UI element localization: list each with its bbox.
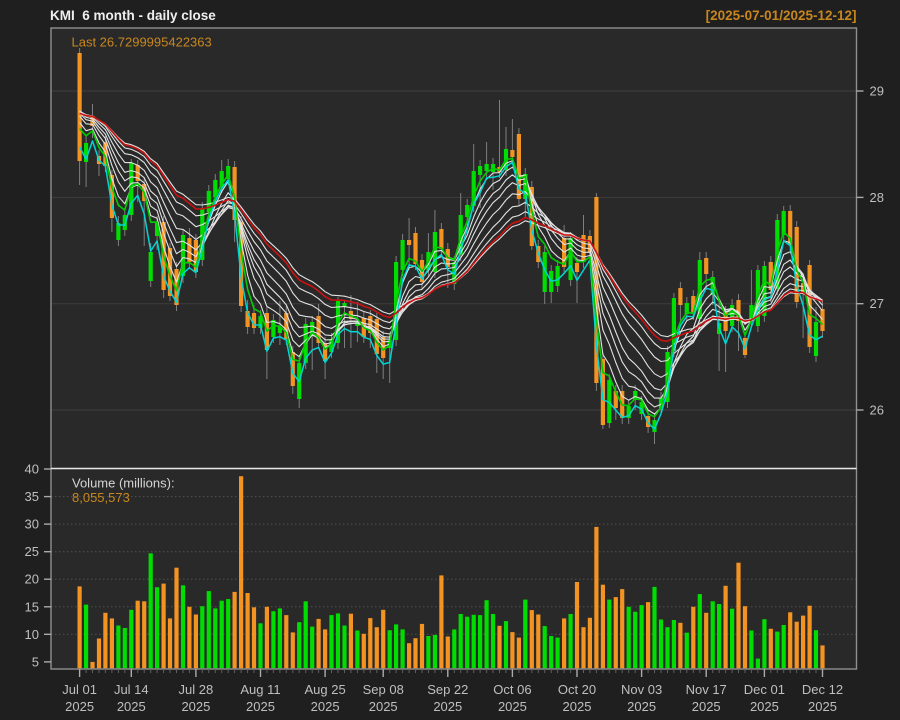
svg-text:Jul 14: Jul 14	[114, 682, 149, 697]
svg-text:Sep 08: Sep 08	[363, 682, 404, 697]
svg-text:2025: 2025	[433, 699, 462, 714]
svg-text:28: 28	[870, 190, 884, 205]
svg-text:Last 26.7299995422363: Last 26.7299995422363	[72, 35, 212, 50]
svg-text:Oct 20: Oct 20	[558, 682, 596, 697]
svg-text:Oct 06: Oct 06	[493, 682, 531, 697]
svg-text:2025: 2025	[181, 699, 210, 714]
svg-text:Dec 01: Dec 01	[744, 682, 785, 697]
svg-text:40: 40	[25, 462, 39, 477]
svg-text:35: 35	[25, 489, 39, 504]
svg-text:26: 26	[870, 403, 884, 418]
svg-text:[2025-07-01/2025-12-12]: [2025-07-01/2025-12-12]	[706, 8, 857, 23]
svg-text:25: 25	[25, 544, 39, 559]
svg-text:2025: 2025	[65, 699, 94, 714]
svg-text:2025: 2025	[369, 699, 398, 714]
svg-text:Jul 01: Jul 01	[62, 682, 97, 697]
svg-text:30: 30	[25, 517, 39, 532]
svg-text:2025: 2025	[750, 699, 779, 714]
svg-text:Volume (millions):: Volume (millions):	[72, 476, 175, 491]
svg-text:5: 5	[32, 654, 39, 669]
svg-text:2025: 2025	[627, 699, 656, 714]
svg-text:2025: 2025	[246, 699, 275, 714]
svg-text:2025: 2025	[808, 699, 837, 714]
svg-text:2025: 2025	[692, 699, 721, 714]
svg-text:2025: 2025	[563, 699, 592, 714]
svg-text:Nov 03: Nov 03	[621, 682, 662, 697]
svg-text:Nov 17: Nov 17	[686, 682, 727, 697]
svg-text:KMI 6 month - daily close: KMI 6 month - daily close	[50, 8, 216, 23]
svg-text:15: 15	[25, 599, 39, 614]
svg-text:2025: 2025	[311, 699, 340, 714]
svg-text:8,055,573: 8,055,573	[72, 490, 130, 505]
svg-text:2025: 2025	[117, 699, 146, 714]
svg-text:Jul 28: Jul 28	[179, 682, 214, 697]
svg-text:Aug 25: Aug 25	[304, 682, 345, 697]
svg-text:20: 20	[25, 572, 39, 587]
svg-text:Sep 22: Sep 22	[427, 682, 468, 697]
svg-text:2025: 2025	[498, 699, 527, 714]
svg-text:27: 27	[870, 296, 884, 311]
svg-text:10: 10	[25, 627, 39, 642]
svg-text:Dec 12: Dec 12	[802, 682, 843, 697]
svg-text:Aug 11: Aug 11	[240, 682, 280, 697]
svg-text:29: 29	[870, 84, 884, 99]
